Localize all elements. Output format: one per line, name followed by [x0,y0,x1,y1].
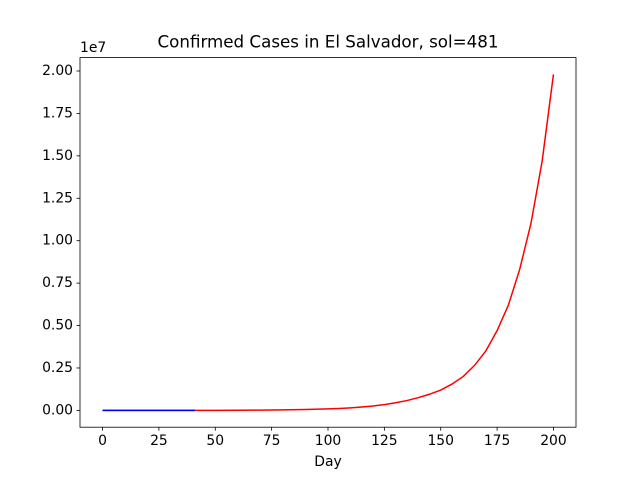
x-tick-label: 175 [484,433,511,449]
y-offset-label: 1e7 [80,40,106,56]
x-tick-label: 125 [371,433,398,449]
x-tick-label: 100 [315,433,342,449]
x-tick-label: 200 [540,433,567,449]
y-tick-label: 1.25 [42,190,73,206]
x-axis-label: Day [314,454,341,470]
y-tick-label: 1.75 [42,105,73,121]
x-tick-label: 50 [206,433,224,449]
y-tick-label: 0.50 [42,318,73,334]
y-tick-label: 0.75 [42,275,73,291]
y-tick-label: 1.50 [42,148,73,164]
chart-title: Confirmed Cases in El Salvador, sol=481 [158,32,499,52]
axes-frame [79,57,577,428]
x-tick-label: 25 [150,433,168,449]
y-tick-label: 1.00 [42,233,73,249]
x-tick-label: 0 [98,433,107,449]
y-tick-label: 0.00 [42,402,73,418]
y-tick-label: 2.00 [42,63,73,79]
x-tick-label: 75 [263,433,281,449]
series-line [102,74,555,412]
y-tick-label: 0.25 [42,360,73,376]
x-tick-label: 150 [427,433,454,449]
